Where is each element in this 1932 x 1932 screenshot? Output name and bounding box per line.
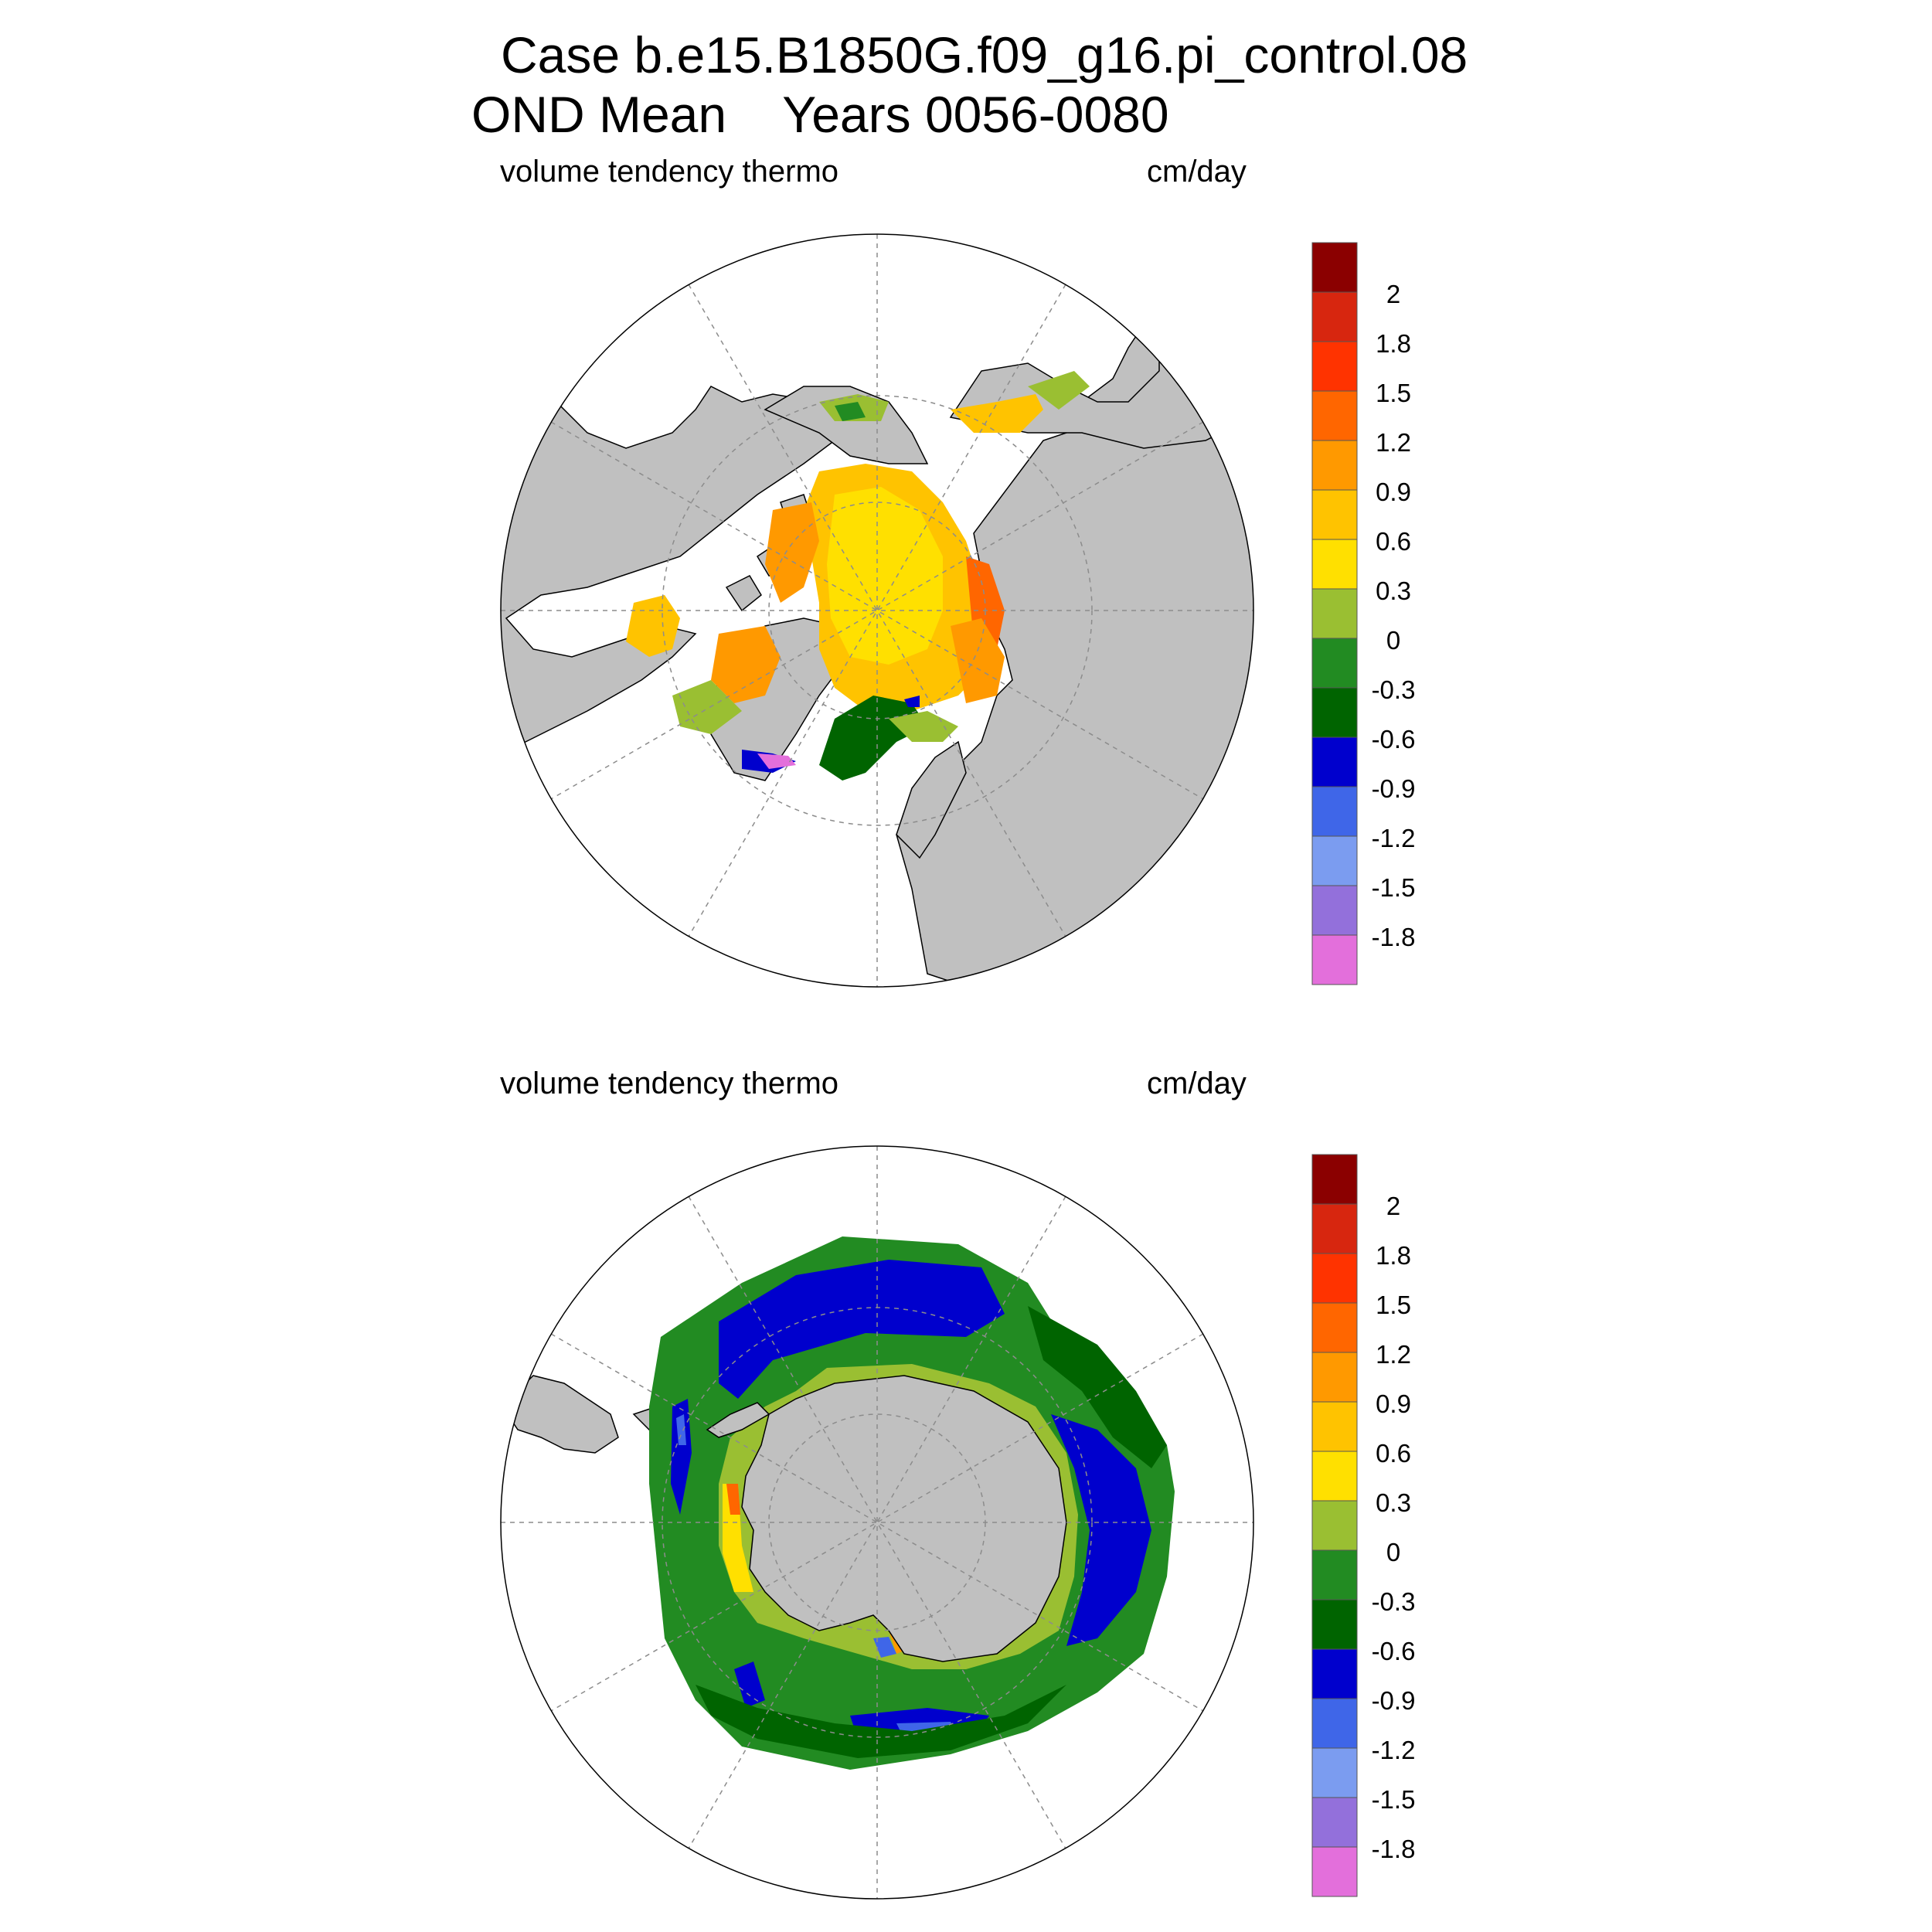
figure-title-period: OND Mean Years 0056-0080 xyxy=(471,86,1169,143)
south-colorbar-swatch xyxy=(1311,1698,1358,1749)
north-colorbar-swatch xyxy=(1311,687,1358,738)
north-colorbar-label: 0 xyxy=(1386,626,1400,655)
north-colorbar-swatch xyxy=(1311,539,1358,590)
north-colorbar-label: -1.8 xyxy=(1372,923,1416,951)
south-colorbar-label: 1.2 xyxy=(1376,1340,1411,1369)
south-colorbar-swatch xyxy=(1311,1302,1358,1353)
south-colorbar-label: 1.5 xyxy=(1376,1291,1411,1319)
south-colorbar-swatch xyxy=(1311,1253,1358,1304)
south-colorbar-swatch xyxy=(1311,1500,1358,1551)
south-graticule xyxy=(501,1146,1253,1899)
north-colorbar-label: 1.8 xyxy=(1376,329,1411,358)
north-graticule xyxy=(501,234,1253,987)
north-colorbar-label: 0.9 xyxy=(1376,478,1411,506)
south-colorbar-swatch xyxy=(1311,1401,1358,1452)
south-colorbar-swatch xyxy=(1311,1549,1358,1600)
north-colorbar-label: 0.3 xyxy=(1376,577,1411,605)
south-colorbar-label: 1.8 xyxy=(1376,1241,1411,1270)
north-ice-hudson-bay xyxy=(626,595,680,657)
south-colorbar-label: -1.8 xyxy=(1372,1835,1416,1863)
south-units-label: cm/day xyxy=(1147,1066,1247,1100)
north-colorbar-swatch xyxy=(1311,242,1358,293)
south-colorbar-label: 0 xyxy=(1386,1538,1400,1566)
south-colorbar-swatch xyxy=(1311,1747,1358,1798)
north-colorbar-swatch xyxy=(1311,588,1358,639)
south-land-south-america xyxy=(502,1375,619,1454)
north-polar-map xyxy=(500,233,1254,988)
south-colorbar-label: 2 xyxy=(1386,1192,1400,1220)
south-colorbar-label: -0.9 xyxy=(1372,1686,1416,1715)
north-colorbar-swatch xyxy=(1311,638,1358,689)
south-colorbar-swatch xyxy=(1311,1154,1358,1205)
north-colorbar-swatch xyxy=(1311,934,1358,985)
south-colorbar-swatch xyxy=(1311,1797,1358,1848)
north-units-label: cm/day xyxy=(1147,155,1247,189)
south-colorbar-label: -1.2 xyxy=(1372,1736,1416,1764)
south-colorbar-swatch xyxy=(1311,1451,1358,1502)
north-colorbar-label: -0.3 xyxy=(1372,675,1416,704)
north-colorbar-label: 1.2 xyxy=(1376,428,1411,457)
south-colorbar-label: -0.6 xyxy=(1372,1637,1416,1665)
north-colorbar-swatch xyxy=(1311,390,1358,441)
south-polar-map xyxy=(500,1145,1254,1900)
south-variable-label: volume tendency thermo xyxy=(500,1066,839,1100)
north-colorbar-label: -1.2 xyxy=(1372,824,1416,852)
north-variable-label: volume tendency thermo xyxy=(500,155,839,189)
north-colorbar-swatch xyxy=(1311,736,1358,787)
north-ice-okhotsk xyxy=(951,394,1043,433)
south-colorbar: 2 1.8 1.5 1.2 0.9 0.6 0.3 0 -0.3 -0.6 -0.9 -1.2 -1.5… xyxy=(1311,1154,1416,1897)
north-colorbar-swatch xyxy=(1311,489,1358,540)
south-colorbar-swatch xyxy=(1311,1648,1358,1699)
north-colorbar-swatch xyxy=(1311,835,1358,886)
south-colorbar-label: 0.9 xyxy=(1376,1389,1411,1418)
north-colorbar-swatch xyxy=(1311,440,1358,491)
south-colorbar-swatch xyxy=(1311,1352,1358,1403)
north-colorbar-label: -0.9 xyxy=(1372,774,1416,803)
north-colorbar-label: -1.5 xyxy=(1372,873,1416,902)
north-colorbar-swatch xyxy=(1311,885,1358,936)
north-colorbar-label: -0.6 xyxy=(1372,725,1416,753)
south-colorbar-label: 0.6 xyxy=(1376,1439,1411,1468)
south-land-antarctica xyxy=(741,1375,1067,1662)
north-colorbar-swatch xyxy=(1311,786,1358,837)
north-colorbar-label: 2 xyxy=(1386,280,1400,308)
north-colorbar-swatch xyxy=(1311,291,1358,342)
north-colorbar-label: 0.6 xyxy=(1376,527,1411,556)
south-colorbar-label: -1.5 xyxy=(1372,1785,1416,1814)
south-colorbar-label: -0.3 xyxy=(1372,1587,1416,1616)
south-colorbar-swatch xyxy=(1311,1203,1358,1254)
north-colorbar-label: 1.5 xyxy=(1376,379,1411,407)
north-land-scandinavia xyxy=(896,740,967,859)
figure-title-case: Case b.e15.B1850G.f09_g16.pi_control.08 xyxy=(501,26,1468,83)
north-colorbar-swatch xyxy=(1311,341,1358,392)
south-colorbar-label: 0.3 xyxy=(1376,1488,1411,1517)
south-colorbar-swatch xyxy=(1311,1599,1358,1650)
north-colorbar: 2 1.8 1.5 1.2 0.9 0.6 0.3 0 -0.3 -0.6 -0.9 -1.2 -1.5… xyxy=(1311,242,1416,985)
south-colorbar-swatch xyxy=(1311,1846,1358,1897)
